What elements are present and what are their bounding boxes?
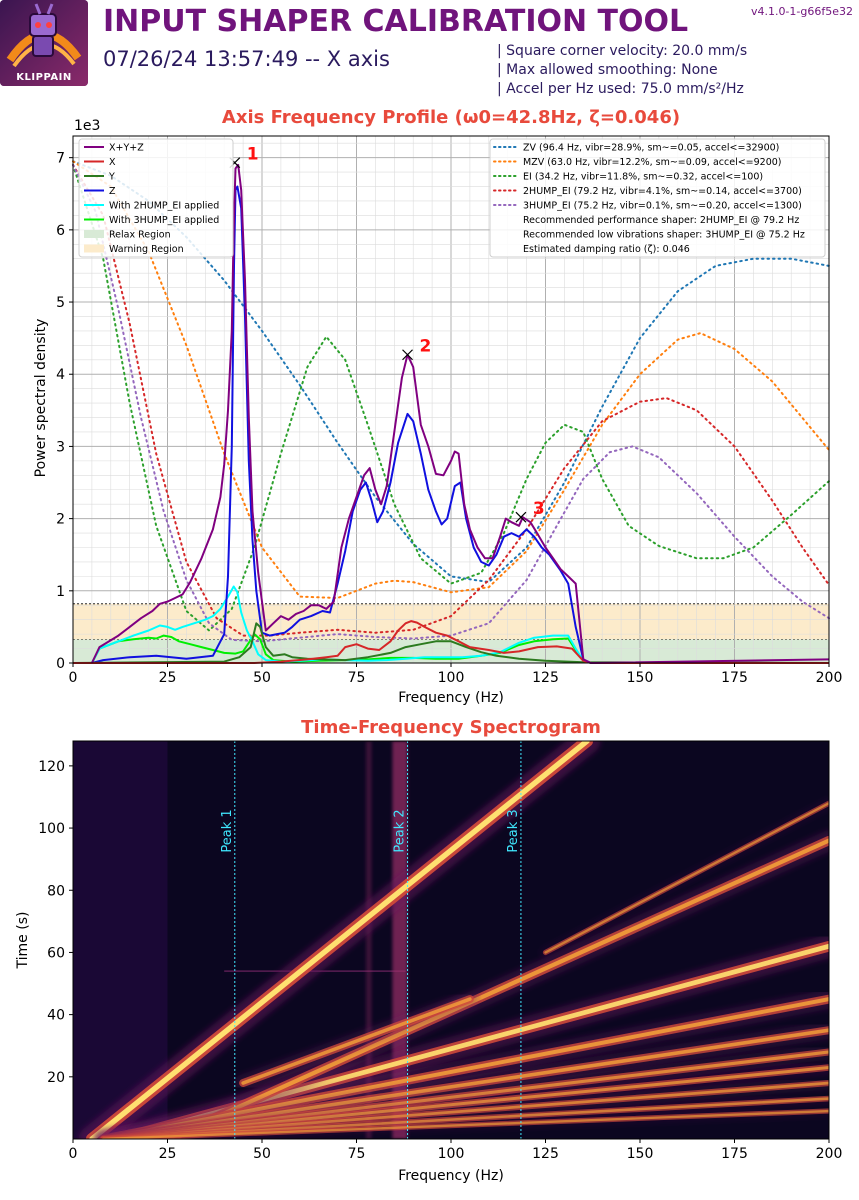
subtitle: 07/26/24 13:57:49 -- X axis <box>103 47 390 71</box>
x-tick-label: 175 <box>721 670 748 686</box>
legend-label-ei: EI (34.2 Hz, vibr=11.8%, sm~=0.32, accel… <box>523 172 763 183</box>
x-tick-label: 200 <box>816 1146 843 1162</box>
psd-line-x <box>73 620 829 664</box>
chart2-xlabel: Frequency (Hz) <box>398 1168 504 1184</box>
vertical-band-2 <box>365 741 372 1139</box>
legend-label-zv: ZV (96.4 Hz, vibr=28.9%, sm~=0.05, accel… <box>523 143 779 154</box>
legend-note-1: Recommended performance shaper: 2HUMP_EI… <box>523 215 799 226</box>
y-tick-label: 3 <box>56 439 65 455</box>
y-tick-label: 0 <box>56 656 65 672</box>
legend-shapers-box <box>489 138 826 258</box>
sweep-core-11 <box>102 1109 829 1139</box>
klippain-logo: KLIPPAIN <box>0 0 88 86</box>
x-tick-label: 50 <box>253 670 271 686</box>
sweep-core-1 <box>89 741 590 1139</box>
x-tick-label: 50 <box>253 1146 271 1162</box>
legend-label-2hump-ei: 2HUMP_EI (79.2 Hz, vibr=4.1%, sm~=0.14, … <box>523 186 802 197</box>
y-tick-label: 120 <box>38 759 65 775</box>
legend-label-x: X <box>109 157 116 168</box>
sweep-core-3 <box>165 838 829 1139</box>
legend-label-warning-region: Warning Region <box>109 244 184 255</box>
peak-marker-3 <box>515 511 527 523</box>
x-tick-label: 125 <box>532 670 559 686</box>
x-tick-label: 125 <box>532 1146 559 1162</box>
chart2-ylabel: Time (s) <box>15 912 31 970</box>
peak-label-3: 3 <box>533 499 545 519</box>
legend-label-x-y-z: X+Y+Z <box>109 143 144 154</box>
chart2-title: Time-Frequency Spectrogram <box>301 717 601 738</box>
peak-line-label-1: Peak 1 <box>220 809 235 852</box>
peak-marker-2 <box>402 349 413 361</box>
x-tick-label: 25 <box>159 670 177 686</box>
y-tick-label: 7 <box>56 151 65 167</box>
legend-label-with-2hump-ei-applied: With 2HUMP_EI applied <box>109 201 219 212</box>
shaper-curve-2hump-ei <box>72 163 830 637</box>
page-title: INPUT SHAPER CALIBRATION TOOL <box>103 4 689 39</box>
legend-label-y: Y <box>108 172 115 183</box>
y-tick-label: 80 <box>47 883 65 899</box>
psd-line-with-2hump-ei-applied <box>91 585 829 664</box>
param-max-smoothing: | Max allowed smoothing: None <box>497 62 718 78</box>
parameters-list: | Square corner velocity: 20.0 mm/s | Ma… <box>497 42 747 99</box>
legend-note-2: Recommended low vibrations shaper: 3HUMP… <box>523 230 805 241</box>
version-label: v4.1.0-1-g66f5e32 <box>750 5 853 18</box>
y-tick-label: 5 <box>56 295 65 311</box>
chart1-xlabel: Frequency (Hz) <box>398 690 504 706</box>
y-tick-label: 2 <box>56 512 65 528</box>
logo-text: KLIPPAIN <box>16 72 72 83</box>
spectrogram-haze <box>73 741 168 1139</box>
legend-label-mzv: MZV (63.0 Hz, vibr=12.2%, sm~=0.09, acce… <box>523 157 782 168</box>
param-square-corner-velocity: | Square corner velocity: 20.0 mm/s <box>497 43 748 59</box>
psd-line-with-3hump-ei-applied <box>91 633 829 664</box>
legend-label-z: Z <box>109 186 116 197</box>
y-tick-label: 20 <box>47 1070 65 1086</box>
x-tick-label: 25 <box>159 1146 177 1162</box>
legend-label-3hump-ei: 3HUMP_EI (75.2 Hz, vibr=0.1%, sm~=0.20, … <box>523 201 802 212</box>
peak-line-label-2: Peak 2 <box>393 809 408 852</box>
x-tick-label: 0 <box>69 1146 78 1162</box>
psd-line-x-y-z <box>90 163 830 664</box>
chart1-y-exponent: 1e3 <box>74 118 100 134</box>
x-tick-label: 100 <box>438 670 465 686</box>
legend-psd: X+Y+Z XYZ With 2HUMP_EI applied With 3HUMP_… <box>78 138 234 258</box>
sweep-core-4 <box>241 997 472 1085</box>
spectrogram-chart: Time-Frequency Spectrogram Peak 1 Peak 2 P… <box>15 717 843 1184</box>
legend-label-relax-region: Relax Region <box>109 230 171 241</box>
sweep-core-12 <box>544 802 829 954</box>
legend-note-3: Estimated damping ratio (ζ): 0.046 <box>523 244 690 255</box>
psd-line-y <box>72 622 830 664</box>
legend-shapers: ZV (96.4 Hz, vibr=28.9%, sm~=0.05, accel… <box>489 138 826 258</box>
psd-line-z <box>91 185 829 664</box>
x-tick-label: 100 <box>438 1146 465 1162</box>
shaper-curve-ei <box>72 163 830 632</box>
y-tick-label: 1 <box>56 584 65 600</box>
peak-label-1: 1 <box>247 145 259 165</box>
x-tick-label: 150 <box>627 670 654 686</box>
chart1-title: Axis Frequency Profile (ω0=42.8Hz, ζ=0.0… <box>222 107 680 128</box>
legend-label-with-3hump-ei-applied: With 3HUMP_EI applied <box>109 215 219 226</box>
shaper-curve-3hump-ei <box>72 163 830 643</box>
param-accel-per-hz: | Accel per Hz used: 75.0 mm/s²/Hz <box>497 81 744 97</box>
legend-swatch-warning-region <box>84 244 104 253</box>
y-tick-label: 100 <box>38 821 65 837</box>
x-tick-label: 75 <box>348 1146 366 1162</box>
legend-psd-box <box>78 138 234 258</box>
x-tick-label: 75 <box>348 670 366 686</box>
y-tick-label: 4 <box>56 367 65 383</box>
y-tick-label: 60 <box>47 945 65 961</box>
peak-label-2: 2 <box>420 337 432 357</box>
x-tick-label: 0 <box>69 670 78 686</box>
chart1-ylabel: Power spectral density <box>33 319 49 478</box>
axis-frequency-profile-chart: Axis Frequency Profile (ω0=42.8Hz, ζ=0.0… <box>33 107 843 706</box>
peak-line-label-3: Peak 3 <box>506 809 521 852</box>
x-tick-label: 200 <box>816 670 843 686</box>
shaper-curve-mzv <box>72 160 830 600</box>
logo-icon <box>0 0 88 86</box>
x-tick-label: 175 <box>721 1146 748 1162</box>
y-tick-label: 40 <box>47 1008 65 1024</box>
y-tick-label: 6 <box>56 223 65 239</box>
x-tick-label: 150 <box>627 1146 654 1162</box>
legend-swatch-relax-region <box>84 230 104 238</box>
